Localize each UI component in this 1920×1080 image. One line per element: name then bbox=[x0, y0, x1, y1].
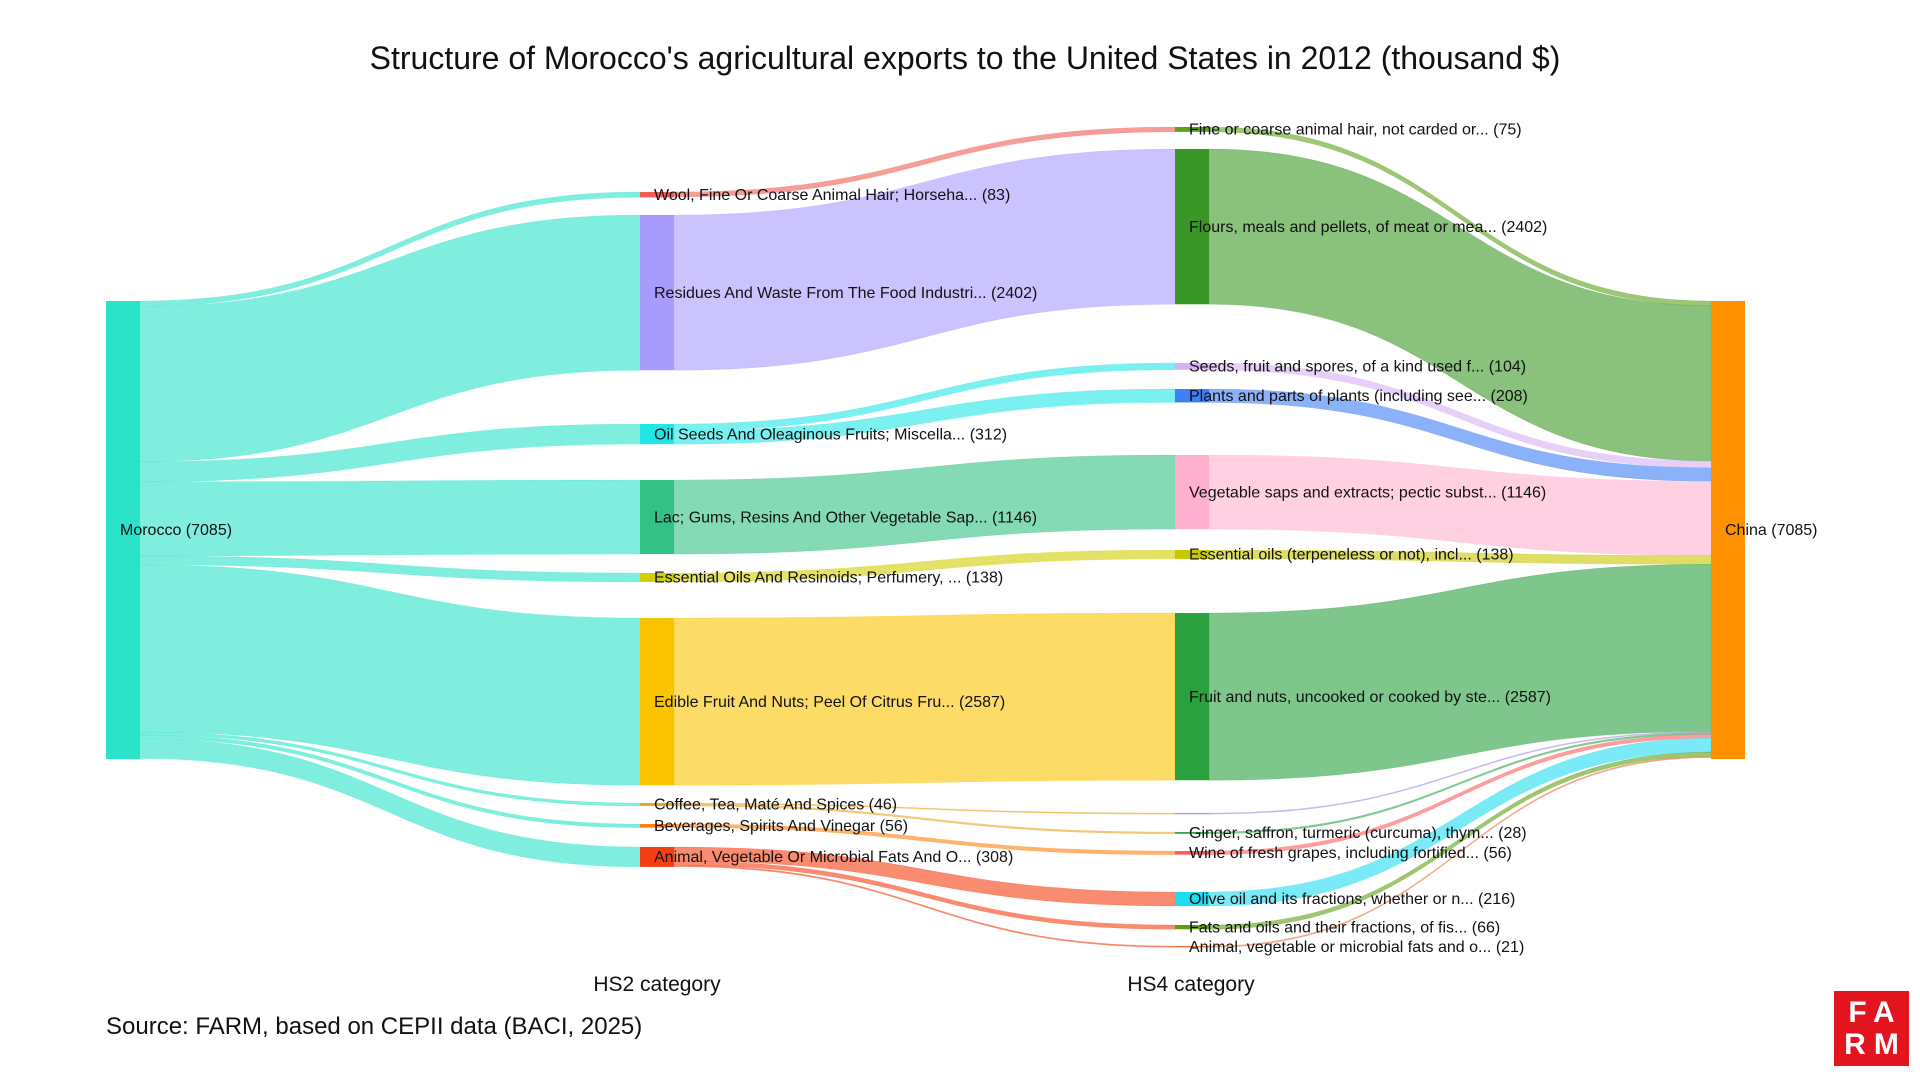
node-label-hair: Fine or coarse animal hair, not carded o… bbox=[1189, 122, 1522, 139]
node-label-fishfats: Fats and oils and their fractions, of fi… bbox=[1189, 919, 1500, 936]
node-label-oilseeds: Oil Seeds And Oleaginous Fruits; Miscell… bbox=[654, 426, 1007, 443]
node-label-wine: Wine of fresh grapes, including fortifie… bbox=[1189, 845, 1512, 862]
link-morocco-to-lac[interactable] bbox=[139, 479, 641, 557]
node-label-lac: Lac; Gums, Resins And Other Vegetable Sa… bbox=[654, 509, 1037, 526]
nodes-layer bbox=[106, 127, 1745, 948]
node-fats2[interactable] bbox=[640, 847, 674, 867]
node-label-saps: Vegetable saps and extracts; pectic subs… bbox=[1189, 484, 1546, 501]
farm-logo: FA RM bbox=[1834, 991, 1909, 1066]
node-plants[interactable] bbox=[1175, 389, 1209, 403]
node-fishfats[interactable] bbox=[1175, 925, 1209, 930]
node-label-fruitnuts: Fruit and nuts, uncooked or cooked by st… bbox=[1189, 689, 1551, 706]
node-label-seeds: Seeds, fruit and spores, of a kind used … bbox=[1189, 359, 1526, 376]
node-label-residues: Residues And Waste From The Food Industr… bbox=[654, 285, 1037, 302]
link-morocco-to-coffee[interactable] bbox=[139, 731, 641, 807]
node-label-ginger: Ginger, saffron, turmeric (curcuma), thy… bbox=[1189, 825, 1527, 842]
link-essoils2-to-essoils4[interactable] bbox=[673, 549, 1176, 583]
node-label-flours: Flours, meals and pellets, of meat or me… bbox=[1189, 219, 1547, 236]
node-fruitnuts[interactable] bbox=[1175, 613, 1209, 781]
node-coffee[interactable] bbox=[640, 803, 674, 806]
node-essoils4[interactable] bbox=[1175, 550, 1209, 559]
link-residues-to-flours[interactable] bbox=[673, 148, 1176, 371]
logo-line-1: FA bbox=[1848, 995, 1903, 1029]
links-layer bbox=[139, 126, 1712, 948]
node-microfats[interactable] bbox=[1175, 946, 1209, 948]
node-label-china: China (7085) bbox=[1725, 522, 1818, 539]
source-note: Source: FARM, based on CEPII data (BACI,… bbox=[106, 1013, 643, 1040]
node-lac[interactable] bbox=[640, 480, 674, 555]
link-lac-to-saps[interactable] bbox=[673, 454, 1176, 555]
node-flours[interactable] bbox=[1175, 149, 1209, 305]
node-label-essoils2: Essential Oils And Resinoids; Perfumery,… bbox=[654, 570, 1003, 587]
node-label-edible: Edible Fruit And Nuts; Peel Of Citrus Fr… bbox=[654, 694, 1005, 711]
link-morocco-to-residues[interactable] bbox=[139, 214, 641, 462]
node-label-olive: Olive oil and its fractions, whether or … bbox=[1189, 891, 1515, 908]
node-oilseeds[interactable] bbox=[640, 424, 674, 445]
node-label-wool: Wool, Fine Or Coarse Animal Hair; Horseh… bbox=[654, 187, 1010, 204]
link-oilseeds-to-plants[interactable] bbox=[673, 388, 1176, 445]
node-wool[interactable] bbox=[640, 192, 674, 198]
node-morocco[interactable] bbox=[106, 301, 140, 759]
node-wine[interactable] bbox=[1175, 851, 1209, 855]
link-oilseeds-to-seeds[interactable] bbox=[673, 362, 1176, 432]
node-saps[interactable] bbox=[1175, 455, 1209, 530]
link-fats2-to-microfats[interactable] bbox=[673, 864, 1176, 948]
axis-label-hs2: HS2 category bbox=[593, 973, 721, 996]
node-label-fats2: Animal, Vegetable Or Microbial Fats And … bbox=[654, 849, 1013, 866]
node-label-plants: Plants and parts of plants (including se… bbox=[1189, 388, 1528, 405]
node-olive[interactable] bbox=[1175, 892, 1209, 906]
labels-layer: Morocco (7085) Wool, Fine Or Coarse Anima… bbox=[120, 122, 1818, 956]
node-seeds[interactable] bbox=[1175, 363, 1209, 370]
node-china[interactable] bbox=[1711, 301, 1745, 759]
node-label-beverages: Beverages, Spirits And Vinegar (56) bbox=[654, 818, 908, 835]
node-residues[interactable] bbox=[640, 215, 674, 371]
axis-label-hs4: HS4 category bbox=[1127, 973, 1255, 996]
node-ginger[interactable] bbox=[1175, 832, 1209, 834]
node-essoils2[interactable] bbox=[640, 573, 674, 582]
node-label-morocco: Morocco (7085) bbox=[120, 522, 232, 539]
node-hair[interactable] bbox=[1175, 127, 1209, 132]
link-morocco-to-essoils2[interactable] bbox=[139, 555, 641, 583]
node-label-microfats: Animal, vegetable or microbial fats and … bbox=[1189, 939, 1524, 956]
node-beverages[interactable] bbox=[640, 824, 674, 828]
node-edible[interactable] bbox=[640, 618, 674, 786]
node-coffee4[interactable] bbox=[1175, 813, 1209, 815]
chart-title: Structure of Morocco's agricultural expo… bbox=[369, 40, 1561, 76]
logo-line-2: RM bbox=[1844, 1027, 1907, 1061]
link-morocco-to-oilseeds[interactable] bbox=[139, 423, 641, 483]
node-label-coffee: Coffee, Tea, Maté And Spices (46) bbox=[654, 797, 897, 814]
node-label-essoils4: Essential oils (terpeneless or not), inc… bbox=[1189, 547, 1514, 564]
